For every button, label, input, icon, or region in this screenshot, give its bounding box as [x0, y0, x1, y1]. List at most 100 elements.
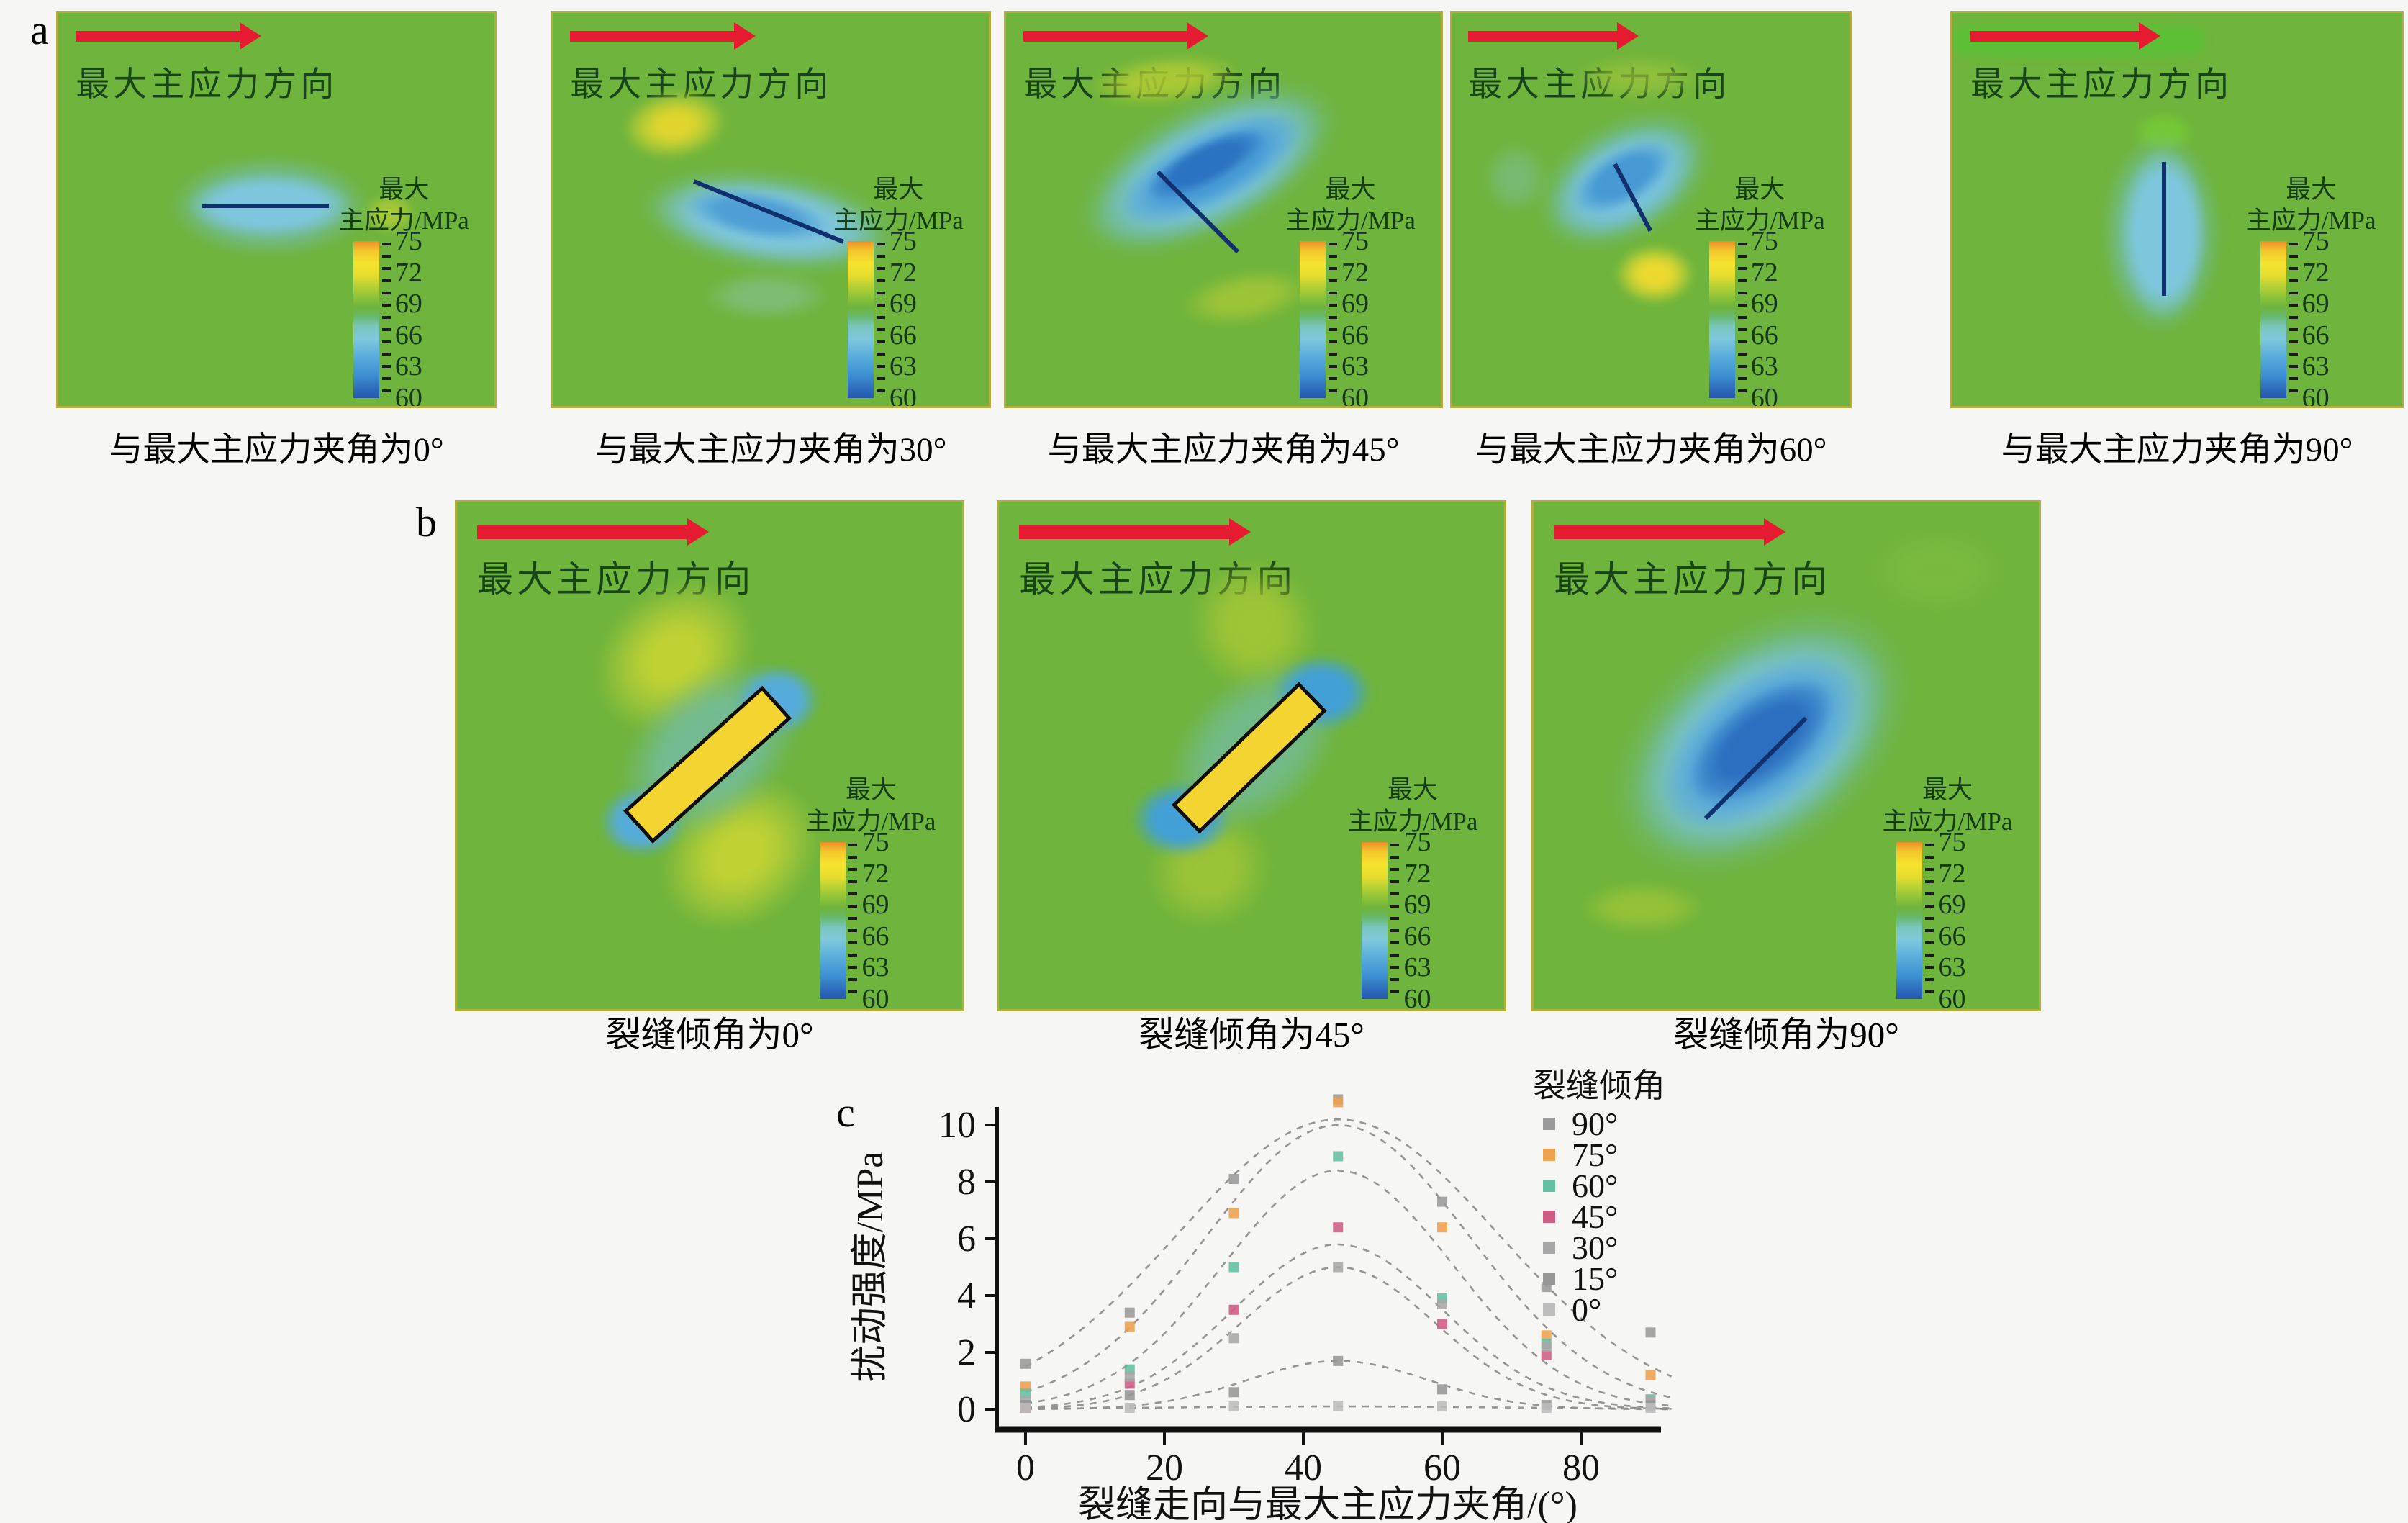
caption-dip-45: 裂缝倾角为45°: [1139, 1015, 1364, 1054]
colorbar-gradient: [2260, 241, 2286, 399]
colorbar-tick-label: 63: [1341, 351, 1369, 382]
colorbar-tick-label: 72: [889, 257, 917, 288]
svg-text:20: 20: [1146, 1447, 1183, 1488]
colorbar-tick-label: 63: [1403, 952, 1431, 983]
stress-map-dip-45: 最大主应力方向 最大 主应力/MPa 75 72 69 66 63 60: [997, 500, 1506, 1011]
colorbar-tick-label: 69: [861, 890, 890, 921]
colorbar-legend: 最大 主应力/MPa 75 72 69 66 63 60: [1348, 774, 1496, 1009]
svg-text:80: 80: [1562, 1447, 1600, 1488]
colorbar-tick-label: 66: [1938, 921, 1966, 952]
principal-stress-arrow-icon: [76, 30, 242, 42]
colorbar-title: 最大 主应力/MPa: [1882, 776, 2013, 836]
colorbar-gradient: [820, 841, 846, 999]
colorbar-tick-label: 72: [861, 858, 890, 889]
colorbar-tick-label: 69: [2301, 289, 2330, 320]
colorbar-labels: 75 72 69 66 63 60: [2301, 226, 2367, 406]
colorbar-ticks: [1737, 243, 1747, 397]
svg-text:2: 2: [957, 1332, 976, 1373]
colorbar-ticks: [381, 243, 391, 397]
svg-text:4: 4: [957, 1275, 976, 1316]
high-stress-spot: [363, 194, 416, 233]
svg-text:45°: 45°: [1572, 1198, 1618, 1235]
colorbar-tick-label: 66: [889, 320, 917, 351]
colorbar-tick-label: 66: [1403, 921, 1431, 952]
svg-text:裂缝倾角: 裂缝倾角: [1533, 1067, 1665, 1104]
colorbar-tick-label: 72: [1938, 858, 1966, 889]
colorbar-tick-label: 60: [1403, 983, 1431, 1011]
colorbar-ticks: [1925, 843, 1934, 998]
colorbar-tick-label: 69: [1403, 890, 1431, 921]
principal-stress-arrow-icon: [1970, 30, 2142, 42]
colorbar-title: 最大 主应力/MPa: [833, 175, 964, 235]
colorbar-labels: 75 72 69 66 63 60: [395, 226, 460, 406]
colorbar-tick-label: 60: [394, 383, 422, 408]
colorbar-labels: 75 72 69 66 63 60: [1341, 226, 1406, 406]
map-title: 最大主应力方向: [1554, 559, 1832, 600]
colorbar-tick-label: 66: [1750, 320, 1778, 351]
svg-text:0: 0: [1016, 1447, 1035, 1488]
colorbar-tick-label: 63: [889, 351, 917, 382]
caption-dip-0: 裂缝倾角为0°: [605, 1015, 814, 1054]
colorbar-labels: 75 72 69 66 63 60: [889, 226, 954, 406]
colorbar-gradient: [1708, 241, 1735, 399]
svg-text:扰动强度/MPa: 扰动强度/MPa: [850, 1152, 891, 1383]
caption-strike-0: 与最大主应力夹角为0°: [109, 431, 444, 469]
svg-text:8: 8: [957, 1162, 976, 1203]
colorbar-title: 最大 主应力/MPa: [805, 776, 936, 836]
caption-strike-60: 与最大主应力夹角为60°: [1475, 431, 1827, 469]
principal-stress-arrow-icon: [1468, 30, 1619, 42]
colorbar-legend: 最大 主应力/MPa 75 72 69 66 63 60: [1883, 774, 2031, 1009]
high-stress-lobe: [1579, 882, 1706, 934]
colorbar-gradient: [847, 241, 874, 399]
colorbar-tick-label: 72: [1341, 257, 1369, 288]
colorbar-tick-label: 69: [1938, 890, 1966, 921]
panel-b-letter: b: [416, 499, 437, 546]
colorbar-tick-label: 66: [2301, 320, 2330, 351]
colorbar-gradient: [1299, 241, 1326, 399]
svg-text:60°: 60°: [1572, 1167, 1618, 1204]
colorbar-tick-label: 66: [861, 921, 890, 952]
colorbar-legend: 最大 主应力/MPa 75 72 69 66 63 60: [833, 174, 982, 406]
colorbar-tick-label: 69: [1750, 289, 1778, 320]
colorbar-tick-label: 60: [2301, 383, 2330, 408]
high-stress-spot: [1615, 245, 1695, 304]
colorbar-ticks: [848, 843, 858, 998]
fracture-line: [2161, 162, 2166, 297]
fracture-line: [202, 204, 329, 209]
stress-map-dip-0: 最大主应力方向 最大 主应力/MPa 75 72 69 66 63 60: [455, 500, 964, 1011]
colorbar-title: 最大 主应力/MPa: [1285, 175, 1416, 235]
svg-text:0: 0: [957, 1389, 976, 1430]
colorbar-tick-label: 63: [1750, 351, 1778, 382]
colorbar-tick-label: 75: [889, 226, 917, 257]
principal-stress-arrow-icon: [477, 525, 689, 539]
svg-text:30°: 30°: [1572, 1229, 1618, 1266]
colorbar-tick-label: 60: [889, 383, 917, 408]
green-patch: [1867, 528, 2009, 614]
high-stress-lobe: [1571, 56, 1707, 100]
low-stress-fringe: [701, 272, 832, 320]
disturbance-intensity-chart: 0 20 40 60 80 0 2 4 6 8 10 裂缝走向与最大主应力夹角/(°) 扰动强度/MPa…: [850, 1067, 1673, 1523]
svg-text:6: 6: [957, 1219, 976, 1260]
stress-map-dip-90: 最大主应力方向 最大 主应力/MPa 75 72 69 66 63 60: [1531, 500, 2041, 1011]
colorbar-legend: 最大 主应力/MPa 75 72 69 66 63 60: [1285, 174, 1434, 406]
caption-strike-90: 与最大主应力夹角为90°: [2001, 431, 2353, 469]
principal-stress-arrow-icon: [1019, 525, 1231, 539]
map-title: 最大主应力方向: [76, 66, 338, 104]
stress-map-strike-0: 最大主应力方向 最大 主应力/MPa 75 72 69 66 63 60: [56, 11, 497, 408]
map-title: 最大主应力方向: [1970, 66, 2232, 104]
colorbar-tick-label: 75: [861, 826, 890, 857]
colorbar-ticks: [1328, 243, 1337, 397]
stress-map-strike-30: 最大主应力方向 最大 主应力/MPa 75 72 69 66 63 60: [551, 11, 991, 408]
colorbar-tick-label: 69: [1341, 289, 1369, 320]
colorbar-tick-label: 75: [394, 226, 422, 257]
colorbar-gradient: [353, 241, 379, 399]
colorbar-labels: 75 72 69 66 63 60: [1403, 827, 1468, 1009]
colorbar-gradient: [1896, 841, 1923, 999]
caption-dip-90: 裂缝倾角为90°: [1673, 1015, 1899, 1054]
colorbar-ticks: [2289, 243, 2298, 397]
panel-a-letter: a: [30, 6, 49, 53]
colorbar-tick-label: 75: [1938, 826, 1966, 857]
colorbar-tick-label: 72: [1403, 858, 1431, 889]
